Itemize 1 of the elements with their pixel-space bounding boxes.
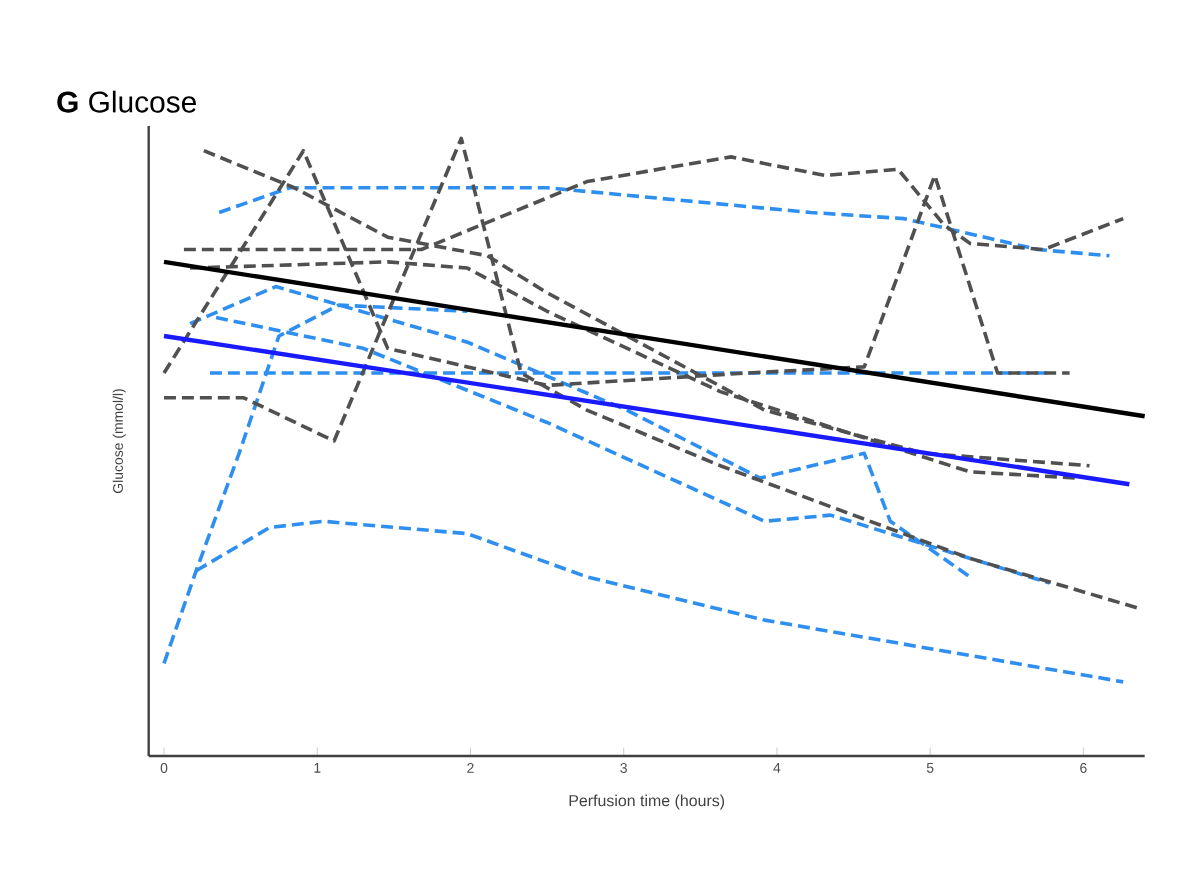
chart-title: G Glucose <box>57 90 196 113</box>
